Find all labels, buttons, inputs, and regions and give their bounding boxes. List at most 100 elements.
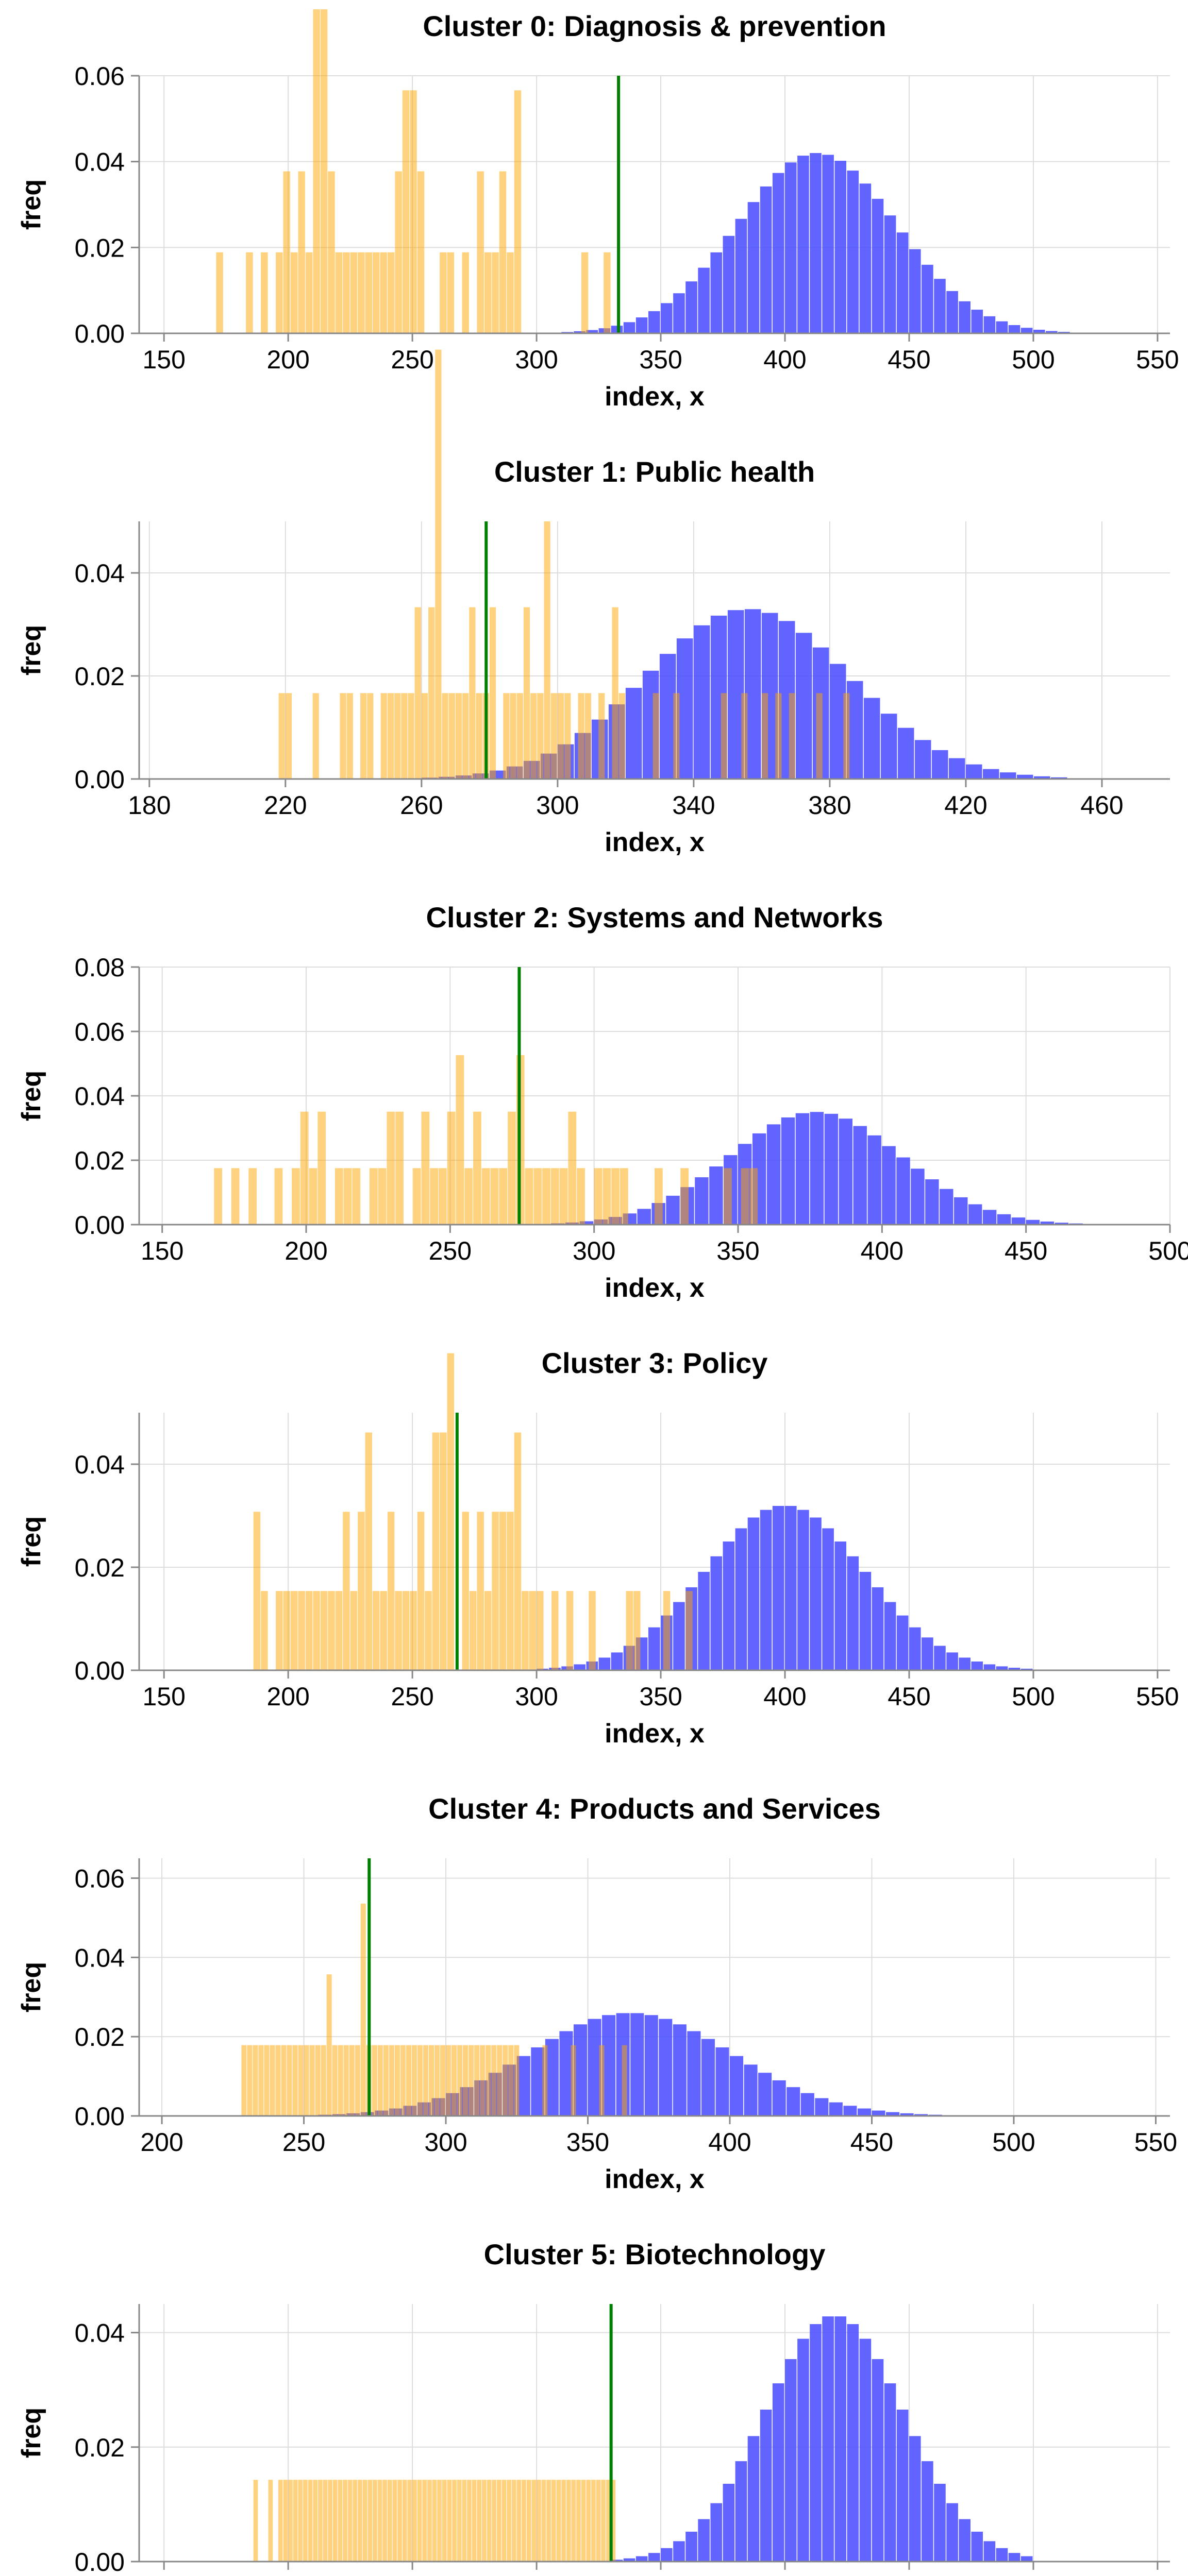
sample-bar <box>576 2480 581 2562</box>
background-bar-overlay <box>839 1118 852 1225</box>
sample-bar <box>394 2045 400 2116</box>
sample-bar <box>435 349 442 779</box>
y-tick-label: 0.02 <box>75 662 125 691</box>
x-tick-label: 300 <box>424 2128 467 2157</box>
sample-bar <box>270 2045 275 2116</box>
background-bar-overlay <box>900 2113 914 2116</box>
x-tick-label: 200 <box>266 345 309 374</box>
background-bar-overlay <box>727 610 744 779</box>
sample-bar <box>343 252 350 333</box>
sample-bar <box>522 2480 526 2562</box>
sample-bar <box>304 2045 309 2116</box>
background-bar-overlay <box>834 1541 846 1670</box>
sample-bar <box>596 2480 601 2562</box>
x-tick-label: 250 <box>282 2128 325 2157</box>
sample-bar <box>253 1512 261 1670</box>
x-axis-label: index, x <box>605 382 705 412</box>
background-bar-overlay <box>1008 325 1020 333</box>
background-bar-overlay <box>1026 1219 1040 1225</box>
background-bar-overlay <box>760 2410 772 2562</box>
background-bar-overlay <box>847 1556 859 1670</box>
background-bar-overlay <box>965 764 982 779</box>
sample-bar <box>283 1591 290 1670</box>
background-bar-overlay <box>730 2056 744 2116</box>
x-axis-label: index, x <box>605 2164 705 2194</box>
background-bar-overlay <box>1020 2556 1033 2562</box>
sample-bar <box>247 2045 253 2116</box>
background-bar-overlay <box>843 2106 857 2116</box>
sample-bar <box>492 1512 499 1670</box>
sample-bar <box>231 1168 240 1225</box>
sample-bar <box>387 1512 395 1670</box>
background-bar-overlay <box>922 264 933 333</box>
sample-bar <box>283 171 290 333</box>
sample-bar <box>501 2480 507 2562</box>
background-bar-overlay <box>810 153 822 333</box>
background-bar-overlay <box>598 1657 611 1670</box>
sample-bar <box>463 2045 468 2116</box>
sample-bar <box>462 252 469 333</box>
sample-bar <box>313 1591 320 1670</box>
sample-bar <box>457 2045 463 2116</box>
sample-bar <box>346 693 353 779</box>
x-tick-label: 200 <box>285 1236 327 1265</box>
sample-bar <box>652 693 659 779</box>
background-bar-overlay <box>648 311 660 333</box>
background-bar-overlay <box>999 772 1016 779</box>
background-bar-overlay <box>797 2338 809 2562</box>
sample-bar <box>335 1591 343 1670</box>
sample-bar <box>685 1591 693 1670</box>
sample-bar <box>492 252 499 333</box>
sample-bar <box>278 2480 283 2562</box>
chart-panel-3: Cluster 3: Policy 150 200 250 300 350 400 450 50… <box>16 1347 1179 1749</box>
y-tick-label: 0.00 <box>75 2548 125 2576</box>
background-bar-overlay <box>1008 2553 1020 2562</box>
sample-bar <box>312 693 319 779</box>
background-bar-overlay <box>710 1556 723 1670</box>
sample-bar <box>422 2480 427 2562</box>
sample-bar <box>542 2045 548 2116</box>
background-bar-overlay <box>880 714 897 779</box>
background-bar-overlay <box>635 317 648 333</box>
sample-bar <box>412 2480 417 2562</box>
sample-bar <box>589 1591 596 1670</box>
sample-bar <box>749 1168 758 1225</box>
sample-bar <box>253 2480 258 2562</box>
sample-bar <box>566 2480 571 2562</box>
sample-bar <box>469 607 476 779</box>
chart-title: Cluster 1: Public health <box>494 455 815 488</box>
sample-bar <box>241 2045 247 2116</box>
background-bar-overlay <box>698 267 710 333</box>
sample-bar <box>434 2045 440 2116</box>
background-bar-overlay <box>559 2031 573 2116</box>
sample-bar <box>216 252 223 333</box>
chart-panel-5: Cluster 5: Biotechnology 150 200 250 300 350 4… <box>16 2238 1179 2576</box>
sample-bar <box>490 1168 499 1225</box>
sample-bar <box>321 2045 326 2116</box>
sample-bar <box>544 521 550 779</box>
y-tick-label: 0.04 <box>75 148 125 177</box>
sample-bar <box>584 693 591 779</box>
sample-bar <box>492 2480 496 2562</box>
background-bar-overlay <box>971 2531 983 2562</box>
sample-bar <box>508 2045 514 2116</box>
sample-bar <box>477 2480 482 2562</box>
sample-bar <box>448 693 455 779</box>
sample-bar <box>292 2045 298 2116</box>
chart-title: Cluster 2: Systems and Networks <box>426 901 883 934</box>
sample-bar <box>557 693 564 779</box>
sample-bar <box>550 1168 559 1225</box>
x-tick-label: 250 <box>391 1682 433 1711</box>
sample-bar <box>343 2480 347 2562</box>
sample-bar <box>290 1591 298 1670</box>
x-tick-label: 350 <box>639 2573 682 2576</box>
sample-bar <box>843 693 850 779</box>
background-bar-overlay <box>983 1664 996 1670</box>
background-bar-overlay <box>772 173 784 333</box>
sample-bar <box>298 171 305 333</box>
chart-panel-2: Cluster 2: Systems and Networks 150 200 250… <box>16 901 1188 1303</box>
background-bar-overlay <box>735 2461 747 2562</box>
sample-bar <box>402 90 410 333</box>
y-tick-label: 0.06 <box>75 1018 125 1046</box>
sample-bar <box>606 2480 611 2562</box>
